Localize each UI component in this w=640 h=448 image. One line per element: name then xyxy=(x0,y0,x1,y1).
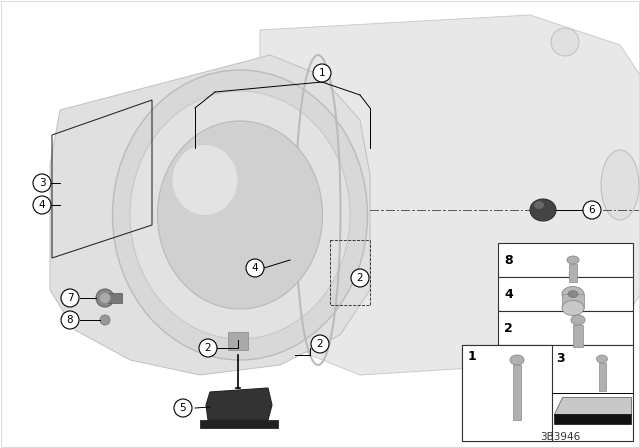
Text: 4: 4 xyxy=(504,288,513,301)
Text: 3: 3 xyxy=(38,178,45,188)
Bar xyxy=(462,345,552,441)
Ellipse shape xyxy=(173,145,237,215)
Text: 6: 6 xyxy=(589,205,595,215)
Text: 7: 7 xyxy=(67,293,74,303)
Circle shape xyxy=(583,201,601,219)
Ellipse shape xyxy=(96,289,114,307)
Text: 3B3946: 3B3946 xyxy=(540,432,580,442)
Polygon shape xyxy=(206,388,272,420)
Polygon shape xyxy=(245,15,640,375)
Ellipse shape xyxy=(534,201,544,209)
Circle shape xyxy=(61,311,79,329)
Bar xyxy=(462,345,633,441)
Text: 5: 5 xyxy=(180,403,186,413)
Text: 2: 2 xyxy=(504,322,513,335)
Polygon shape xyxy=(554,414,631,424)
Bar xyxy=(598,363,605,391)
Ellipse shape xyxy=(596,355,607,363)
Bar xyxy=(573,325,583,347)
Circle shape xyxy=(174,399,192,417)
Text: 8: 8 xyxy=(67,315,74,325)
Ellipse shape xyxy=(157,121,323,309)
Text: 4: 4 xyxy=(252,263,259,273)
Bar xyxy=(562,294,584,308)
Ellipse shape xyxy=(567,256,579,264)
Bar xyxy=(513,365,521,420)
Text: 3: 3 xyxy=(556,353,564,366)
Ellipse shape xyxy=(130,91,350,339)
Bar xyxy=(498,243,633,277)
Bar xyxy=(498,277,633,311)
Polygon shape xyxy=(50,55,370,375)
Circle shape xyxy=(33,196,51,214)
Ellipse shape xyxy=(113,70,367,360)
Bar xyxy=(108,293,122,303)
Ellipse shape xyxy=(99,293,111,303)
Text: 8: 8 xyxy=(504,254,513,267)
Polygon shape xyxy=(554,397,631,414)
Ellipse shape xyxy=(568,290,578,297)
Bar xyxy=(200,420,278,428)
Ellipse shape xyxy=(551,28,579,56)
Text: 2: 2 xyxy=(317,339,323,349)
Circle shape xyxy=(61,289,79,307)
Text: 2: 2 xyxy=(205,343,211,353)
Circle shape xyxy=(313,64,331,82)
Ellipse shape xyxy=(530,199,556,221)
Text: 1: 1 xyxy=(468,350,477,363)
Text: 2: 2 xyxy=(356,273,364,283)
Ellipse shape xyxy=(100,315,110,325)
Circle shape xyxy=(311,335,329,353)
Ellipse shape xyxy=(601,150,639,220)
Circle shape xyxy=(246,259,264,277)
Ellipse shape xyxy=(510,355,524,365)
Text: 4: 4 xyxy=(38,200,45,210)
Text: 1: 1 xyxy=(319,68,325,78)
Circle shape xyxy=(199,339,217,357)
Bar xyxy=(498,311,633,345)
Circle shape xyxy=(33,174,51,192)
Ellipse shape xyxy=(562,301,584,315)
Ellipse shape xyxy=(571,315,585,325)
Bar xyxy=(569,264,577,282)
Circle shape xyxy=(351,269,369,287)
Ellipse shape xyxy=(562,287,584,302)
Bar xyxy=(228,332,248,350)
